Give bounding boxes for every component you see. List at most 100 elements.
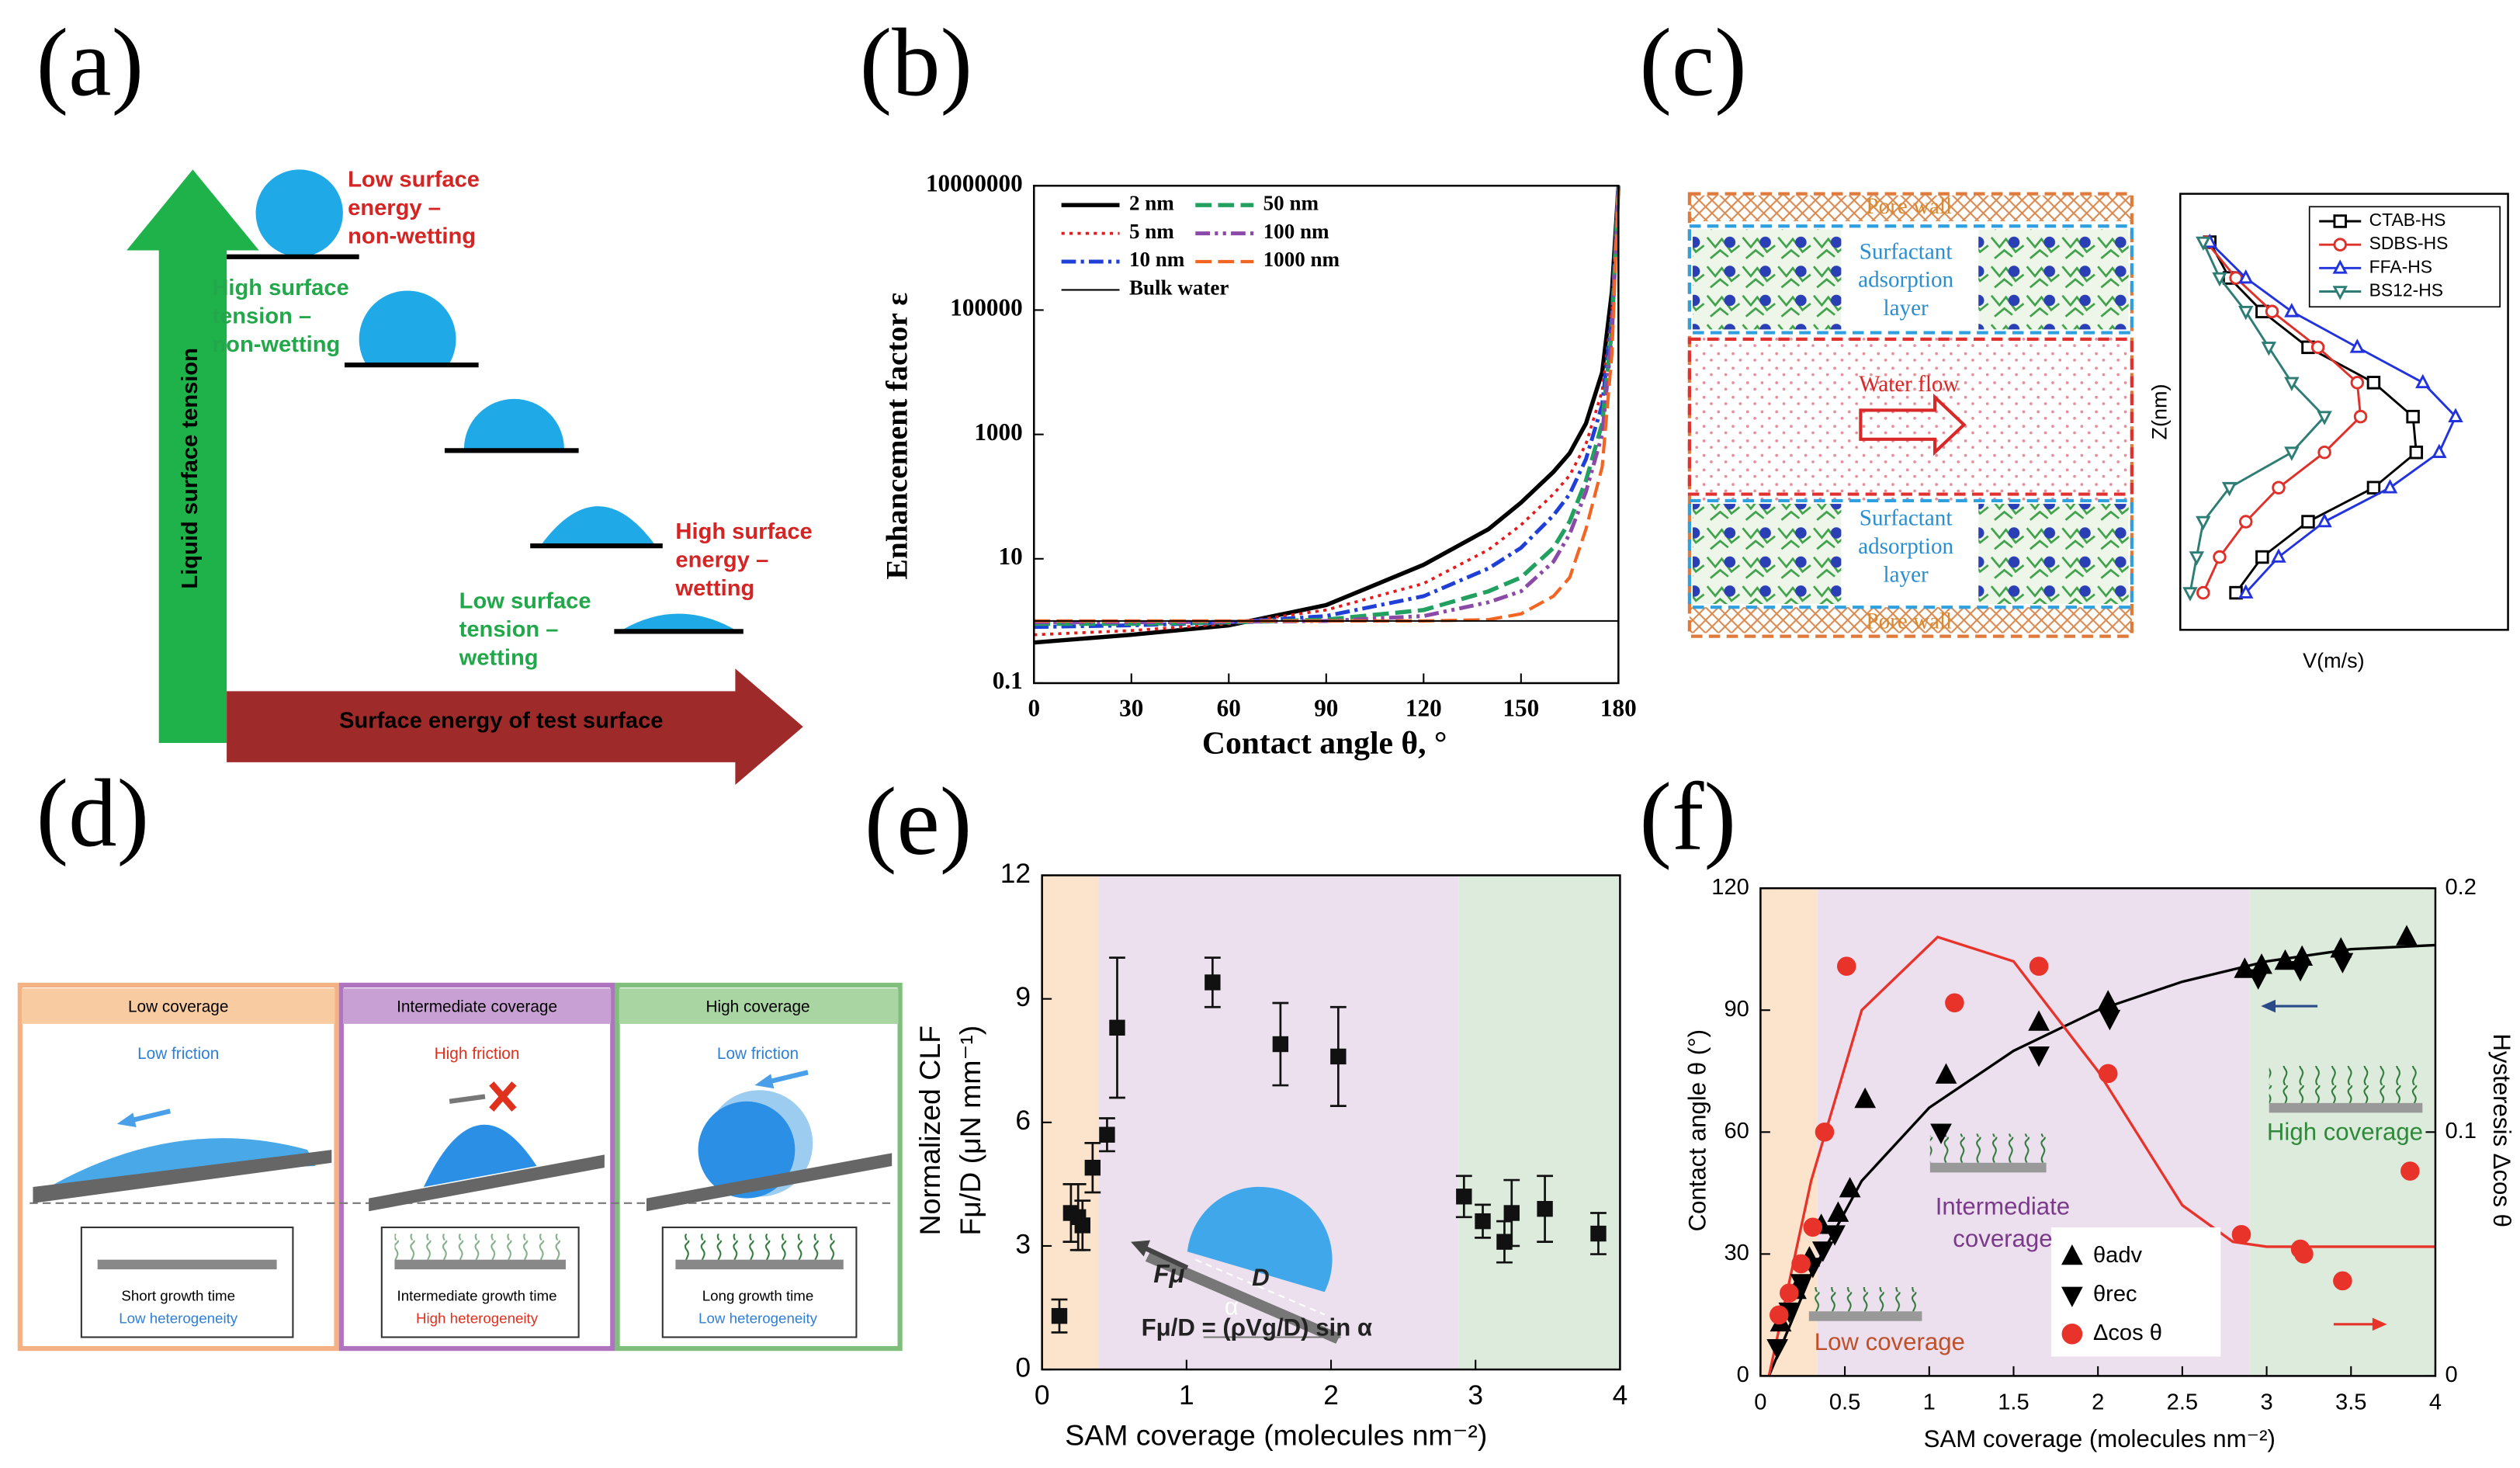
marker	[2332, 259, 2348, 274]
marker	[1827, 1201, 1849, 1222]
marker	[2317, 411, 2332, 425]
x-tick-label: 90	[1314, 694, 1338, 721]
wall-label: Pore wall	[1866, 194, 1952, 219]
panel-d	[17, 982, 903, 1352]
marker	[2350, 376, 2365, 390]
marker	[1205, 974, 1221, 991]
marker	[2271, 548, 2286, 563]
y-tick-label: 12	[1000, 859, 1031, 889]
marker	[2331, 953, 2354, 973]
marker	[1766, 1338, 1788, 1360]
panel-c-md	[1687, 192, 2134, 638]
marker	[1790, 1274, 1812, 1295]
x-tick-label: 2.5	[2167, 1390, 2198, 1414]
marker	[1836, 956, 1856, 976]
marker	[1456, 1189, 1472, 1205]
x-tick-label: 0	[1754, 1390, 1766, 1414]
droplet-label: tension –	[459, 617, 559, 642]
marker	[2255, 550, 2269, 564]
marker	[2289, 961, 2311, 982]
inset-label: D	[1252, 1264, 1270, 1291]
droplet-label: wetting	[674, 576, 754, 601]
marker	[2196, 236, 2211, 252]
y-arrow	[127, 169, 259, 743]
x-tick-label: 180	[1600, 694, 1637, 721]
marker	[1770, 1305, 1789, 1325]
marker	[2061, 1244, 2083, 1265]
x-tick-label: 3.5	[2335, 1390, 2366, 1414]
marker	[2333, 214, 2347, 228]
y2-tick-label: 0	[2445, 1362, 2457, 1387]
x-tick-label: 4	[1613, 1380, 1628, 1411]
marker	[2349, 338, 2366, 353]
panel-label: (f)	[1639, 763, 1736, 870]
marker	[2189, 551, 2205, 566]
marker	[1803, 1217, 1823, 1237]
marker	[2272, 481, 2286, 495]
plot-frame	[2179, 193, 2509, 631]
panel-label: (c)	[1639, 9, 1747, 116]
heterogeneity-label: Low heterogeneity	[698, 1310, 818, 1327]
panel-a	[127, 169, 803, 786]
marker	[1854, 1087, 1877, 1109]
droplet-label: tension –	[212, 304, 311, 328]
marker	[2432, 443, 2447, 458]
series-line	[1034, 186, 1621, 645]
marker	[1074, 1217, 1090, 1234]
x-tick-label: 60	[1217, 694, 1241, 721]
marker	[2061, 1324, 2083, 1345]
layer-label: adsorption	[1858, 268, 1953, 293]
marker	[1791, 1254, 1811, 1274]
marker	[2196, 515, 2211, 531]
marker	[2238, 584, 2254, 599]
y-tick-label: 10000000	[926, 169, 1023, 196]
region-label: Intermediate	[1936, 1192, 2070, 1220]
y-tick-label: 10	[999, 543, 1023, 570]
regions-e	[1042, 875, 1620, 1370]
x-tick-label: 30	[1119, 694, 1143, 721]
legend-entry: Bulk water	[1129, 276, 1229, 300]
growth-label: Intermediate growth time	[397, 1287, 557, 1303]
layer-label: adsorption	[1858, 534, 1953, 559]
marker	[1109, 1019, 1125, 1036]
panel-label: (a)	[36, 9, 144, 116]
x-tick-label: 1	[1923, 1390, 1936, 1414]
inset-e	[1131, 1186, 1341, 1344]
marker	[2284, 303, 2300, 318]
x-tick-label: 120	[1406, 694, 1442, 721]
plot-frame	[1033, 184, 1620, 685]
region-label: coverage	[1953, 1225, 2052, 1252]
marker	[2028, 1010, 2050, 1031]
plot-frame	[1759, 887, 2437, 1377]
droplet-label: High surface	[212, 276, 348, 300]
x-tick-label: 3	[1468, 1380, 1483, 1411]
marker	[2333, 1271, 2352, 1291]
x-tick-label: 1	[1179, 1380, 1194, 1411]
legend-entry: 5 nm	[1129, 220, 1174, 243]
layer-label: layer	[1884, 562, 1929, 587]
friction-label: Low friction	[717, 1045, 799, 1063]
marker	[2284, 377, 2300, 391]
marker	[2448, 408, 2463, 422]
wall-label: Pore wall	[1866, 609, 1952, 634]
layer-label: layer	[1884, 296, 1929, 321]
marker	[2317, 445, 2331, 460]
marker	[2265, 304, 2279, 319]
x-tick-label: 0.5	[1829, 1390, 1860, 1414]
marker	[1590, 1225, 1607, 1242]
panel-label: (b)	[860, 9, 973, 116]
marker	[2366, 376, 2381, 390]
legend-entry: θrec	[2093, 1282, 2137, 1307]
marker	[2406, 409, 2420, 424]
legend-entry: FFA-HS	[2369, 256, 2432, 276]
marker	[2332, 286, 2348, 300]
y-tick-label: 100000	[950, 294, 1023, 321]
marker	[2301, 515, 2315, 529]
legend-entry: θadv	[2093, 1243, 2143, 1268]
marker	[2213, 550, 2227, 564]
legend-entry: 10 nm	[1129, 248, 1185, 271]
marker	[2396, 925, 2418, 946]
panel-title: Intermediate coverage	[397, 998, 557, 1016]
